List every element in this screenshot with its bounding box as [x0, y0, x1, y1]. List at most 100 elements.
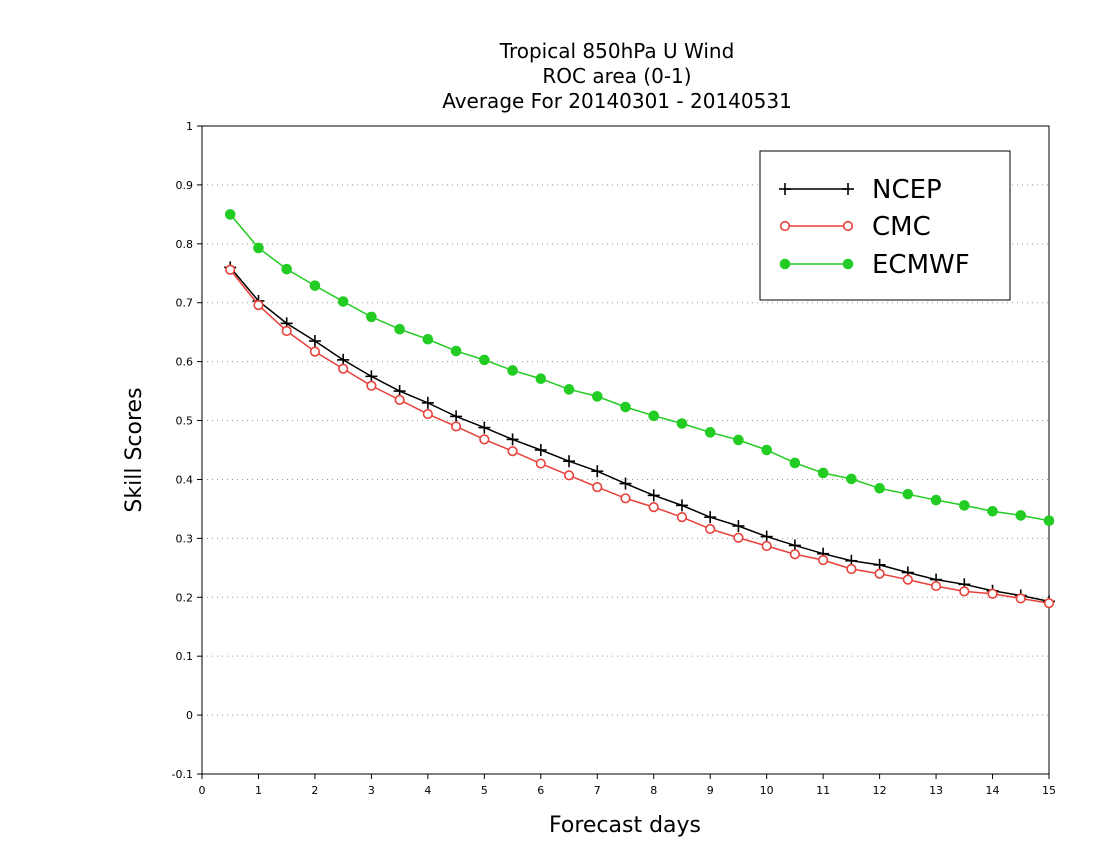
data-point-ecmwf — [620, 401, 631, 413]
x-tick-label: 0 — [199, 784, 206, 797]
data-point-cmc — [592, 482, 603, 493]
data-point-ecmwf — [422, 333, 434, 345]
data-point-cmc — [959, 586, 970, 597]
legend-label-ncep: NCEP — [872, 175, 942, 205]
y-axis-label: Skill Scores — [122, 387, 147, 512]
data-point-cmc — [1015, 593, 1026, 604]
data-point-ncep — [450, 410, 463, 423]
data-point-ncep — [506, 433, 519, 446]
legend-item-cmc: CMC — [779, 212, 931, 242]
data-point-ecmwf — [591, 391, 603, 402]
data-point-ncep — [365, 370, 378, 383]
series-line-cmc — [229, 269, 1050, 604]
x-tick-label: 4 — [424, 784, 431, 797]
data-point-cmc — [394, 394, 405, 406]
data-point-ecmwf — [676, 418, 688, 429]
y-tick-label: -0.1 — [172, 768, 193, 781]
x-tick-label: 14 — [986, 784, 1000, 797]
plot-area — [201, 125, 1050, 775]
data-point-ecmwf — [733, 434, 744, 446]
x-axis-label: Forecast days — [549, 813, 701, 838]
data-point-cmc — [281, 325, 292, 337]
series-cmc — [225, 264, 1055, 609]
data-point-ecmwf — [450, 345, 462, 357]
y-tick-label: 0.2 — [176, 591, 194, 604]
data-point-cmc — [253, 299, 264, 311]
data-point-cmc — [1043, 598, 1055, 609]
data-point-cmc — [761, 540, 772, 552]
y-tick-label: 0.7 — [176, 297, 194, 310]
data-point-cmc — [422, 408, 433, 420]
x-axis: 0 1 2 3 4 5 6 7 8 9 10 11 12 13 14 15 — [199, 774, 1056, 797]
data-point-ecmwf — [761, 444, 772, 456]
data-point-ecmwf — [535, 373, 547, 385]
data-point-ncep — [704, 511, 717, 524]
data-point-ncep — [421, 396, 434, 409]
data-point-ncep — [308, 335, 321, 348]
x-tick-label: 8 — [650, 784, 657, 797]
data-point-ecmwf — [1043, 515, 1055, 526]
y-tick-label: 0.9 — [176, 179, 194, 192]
data-point-ncep — [563, 455, 576, 468]
x-tick-label: 15 — [1042, 784, 1056, 797]
data-point-cmc — [930, 580, 942, 592]
data-point-ecmwf — [309, 280, 321, 291]
series-ecmwf — [224, 209, 1055, 526]
data-point-cmc — [733, 532, 744, 543]
y-tick-label: 0.5 — [176, 415, 194, 428]
legend-label-ecmwf: ECMWF — [872, 250, 970, 280]
y-axis: -0.1 0 0.1 0.2 0.3 0.4 0.5 0.6 0.7 0.8 0.9 1 — [172, 120, 202, 781]
data-point-ecmwf — [648, 410, 660, 422]
data-point-ecmwf — [902, 488, 914, 500]
y-tick-label: 0.8 — [176, 238, 194, 251]
legend: NCEP CMC ECMWF — [759, 150, 1011, 301]
data-point-ecmwf — [507, 365, 518, 376]
data-point-ecmwf — [789, 457, 801, 469]
data-point-ncep — [619, 477, 632, 490]
data-point-ecmwf — [987, 505, 998, 517]
legend-label-cmc: CMC — [872, 212, 931, 242]
series-ncep — [224, 261, 1055, 608]
data-point-ecmwf — [281, 263, 293, 275]
data-point-ncep — [732, 519, 745, 532]
legend-marker — [842, 183, 854, 195]
data-point-cmc — [676, 512, 688, 523]
series-line-ncep — [229, 266, 1050, 603]
y-tick-label: 0.1 — [176, 650, 194, 663]
data-point-cmc — [366, 380, 377, 391]
data-point-ecmwf — [563, 384, 575, 395]
y-tick-label: 1 — [186, 120, 193, 133]
data-point-cmc — [648, 502, 659, 513]
data-point-cmc — [874, 568, 885, 579]
data-point-ecmwf — [959, 500, 970, 511]
data-point-ncep — [647, 489, 660, 502]
data-point-cmc — [507, 446, 518, 457]
legend-item-ncep: NCEP — [779, 175, 942, 205]
data-point-ncep — [478, 421, 491, 434]
data-point-cmc — [818, 555, 829, 566]
data-point-ecmwf — [817, 467, 829, 479]
chart-title: Tropical 850hPa U Wind ROC area (0-1) Av… — [442, 39, 792, 113]
y-tick-label: 0.4 — [176, 473, 194, 486]
data-point-ecmwf — [337, 296, 349, 307]
y-tick-label: 0 — [186, 709, 193, 722]
data-point-cmc — [789, 549, 801, 560]
data-point-cmc — [451, 421, 462, 432]
data-point-cmc — [902, 574, 913, 585]
x-tick-label: 2 — [311, 784, 318, 797]
data-point-ncep — [534, 444, 547, 456]
data-point-cmc — [535, 458, 546, 469]
legend-item-ecmwf: ECMWF — [779, 250, 970, 280]
data-point-cmc — [338, 363, 349, 374]
data-point-ecmwf — [224, 209, 236, 220]
data-point-cmc — [309, 346, 321, 357]
data-point-ecmwf — [253, 242, 264, 254]
data-point-ncep — [760, 530, 773, 543]
data-point-cmc — [620, 493, 631, 504]
data-point-cmc — [563, 470, 575, 481]
y-tick-label: 0.6 — [176, 356, 194, 369]
x-tick-label: 10 — [760, 784, 774, 797]
data-point-ecmwf — [366, 311, 377, 323]
data-point-cmc — [479, 434, 490, 445]
